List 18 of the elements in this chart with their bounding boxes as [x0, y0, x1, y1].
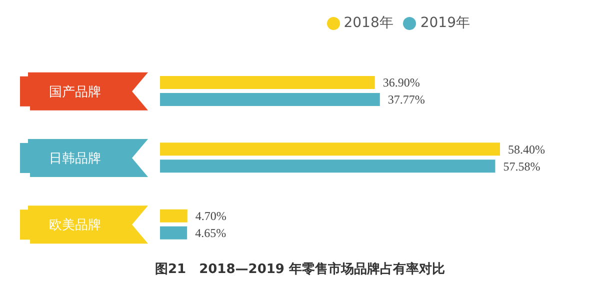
bar — [160, 93, 380, 106]
bar — [160, 142, 500, 156]
bar — [160, 76, 375, 89]
y-tick-label: 欧美品牌 — [49, 217, 101, 234]
bar — [160, 209, 188, 222]
legend-label: 2018年 — [344, 15, 394, 31]
data-label: 37.77% — [388, 92, 425, 107]
data-label: 36.90% — [382, 76, 420, 90]
data-label: 57.58% — [503, 159, 540, 174]
legend-label: 2019年 — [420, 15, 470, 31]
data-label: 4.65% — [195, 226, 226, 240]
data-label: 4.70% — [195, 209, 226, 224]
bar — [160, 160, 496, 173]
y-tick-label: 国产品牌 — [49, 84, 101, 100]
data-label: 58.40% — [508, 142, 545, 156]
bar — [160, 226, 188, 240]
text: 图21 2018—2019 年零售市场品牌占有率对比 — [154, 260, 446, 278]
y-tick-label: 日韩品牌 — [49, 152, 101, 167]
